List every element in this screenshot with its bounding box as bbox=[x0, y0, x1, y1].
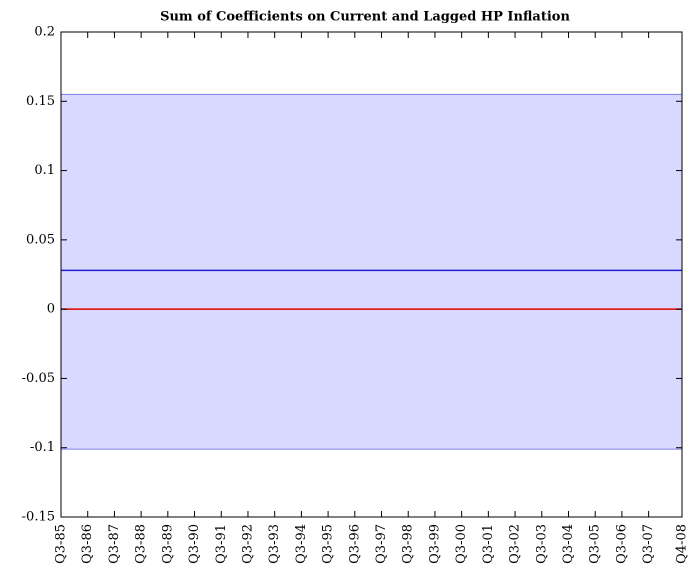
x-tick-label: Q3-07 bbox=[641, 524, 656, 564]
x-tick-label: Q3-97 bbox=[374, 524, 389, 564]
x-tick-label: Q3-86 bbox=[80, 524, 95, 564]
x-tick-label: Q3-98 bbox=[401, 524, 416, 564]
x-tick-label: Q3-85 bbox=[54, 524, 69, 564]
y-tick-label: 0 bbox=[47, 302, 55, 317]
x-tick-label: Q3-03 bbox=[534, 524, 549, 564]
y-tick-label: 0.15 bbox=[26, 94, 55, 109]
y-tick-label: -0.1 bbox=[30, 440, 55, 455]
confidence-band bbox=[61, 94, 682, 450]
y-tick-label: 0.2 bbox=[34, 25, 55, 40]
x-tick-label: Q3-02 bbox=[508, 524, 523, 564]
x-tick-label: Q3-88 bbox=[134, 524, 149, 564]
x-tick-label: Q3-92 bbox=[240, 524, 255, 564]
x-tick-label: Q4-08 bbox=[675, 524, 690, 564]
y-tick-label: 0.05 bbox=[26, 232, 55, 247]
x-tick-label: Q3-93 bbox=[267, 524, 282, 564]
x-tick-label: Q3-05 bbox=[588, 524, 603, 564]
y-tick-label: 0.1 bbox=[34, 163, 55, 178]
x-tick-label: Q3-91 bbox=[214, 524, 229, 564]
x-tick-label: Q3-95 bbox=[321, 524, 336, 564]
x-tick-label: Q3-89 bbox=[160, 524, 175, 564]
x-tick-label: Q3-04 bbox=[561, 524, 576, 564]
x-tick-label: Q3-96 bbox=[347, 524, 362, 564]
y-tick-label: -0.05 bbox=[22, 371, 55, 386]
x-tick-label: Q3-99 bbox=[427, 524, 442, 564]
x-tick-label: Q3-87 bbox=[107, 524, 122, 564]
y-tick-label: -0.15 bbox=[22, 510, 55, 525]
plot-frame bbox=[60, 31, 683, 518]
x-tick-label: Q3-00 bbox=[454, 524, 469, 564]
chart-title: Sum of Coefficients on Current and Lagge… bbox=[160, 10, 570, 25]
x-tick-label: Q3-94 bbox=[294, 524, 309, 564]
x-tick-label: Q3-90 bbox=[187, 524, 202, 564]
x-tick-label: Q3-06 bbox=[614, 524, 629, 564]
x-tick-label: Q3-01 bbox=[481, 524, 496, 564]
